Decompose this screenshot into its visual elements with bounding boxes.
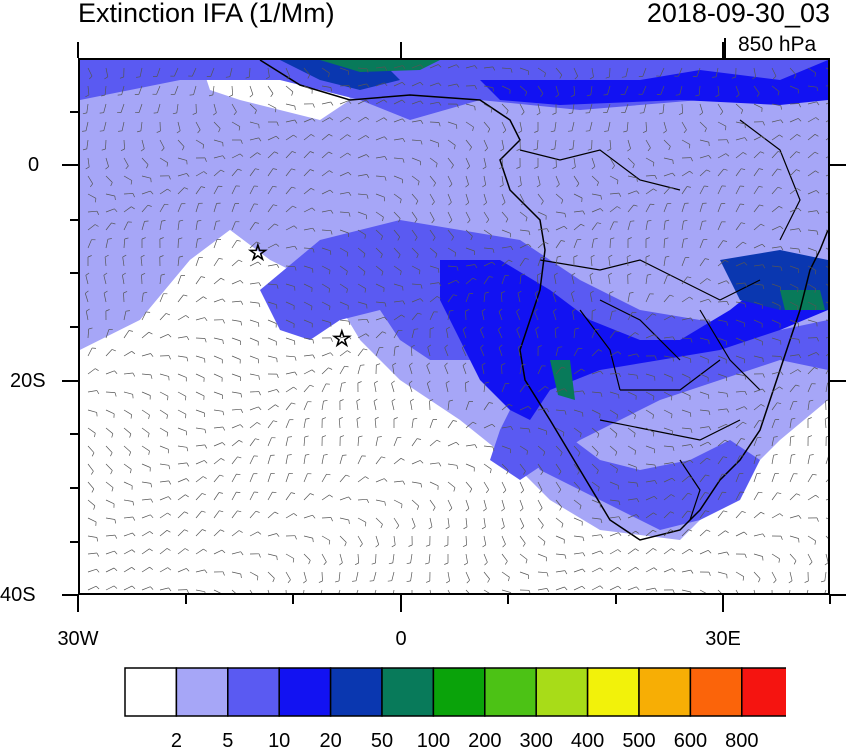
- colorbar-swatch: [331, 668, 382, 716]
- colorbar-swatch: [485, 668, 536, 716]
- colorbar-swatch: [433, 668, 484, 716]
- colorbar: [124, 667, 786, 717]
- colorbar-swatch: [690, 668, 741, 716]
- colorbar-swatch: [279, 668, 330, 716]
- lat-label-40s: 40S: [0, 584, 36, 607]
- lon-label-30w: 30W: [48, 628, 108, 651]
- colorbar-swatch: [536, 668, 587, 716]
- colorbar-swatch: [228, 668, 279, 716]
- lat-label-20s: 20S: [10, 370, 46, 393]
- colorbar-swatch: [382, 668, 433, 716]
- lon-label-30e: 30E: [693, 628, 753, 651]
- colorbar-swatch: [176, 668, 227, 716]
- colorbar-swatch: [742, 668, 786, 716]
- lon-label-0: 0: [371, 628, 431, 651]
- colorbar-swatch: [588, 668, 639, 716]
- colorbar-swatch: [125, 668, 176, 716]
- axis-ticks: [0, 0, 850, 650]
- lat-label-0: 0: [28, 154, 39, 177]
- colorbar-swatch: [639, 668, 690, 716]
